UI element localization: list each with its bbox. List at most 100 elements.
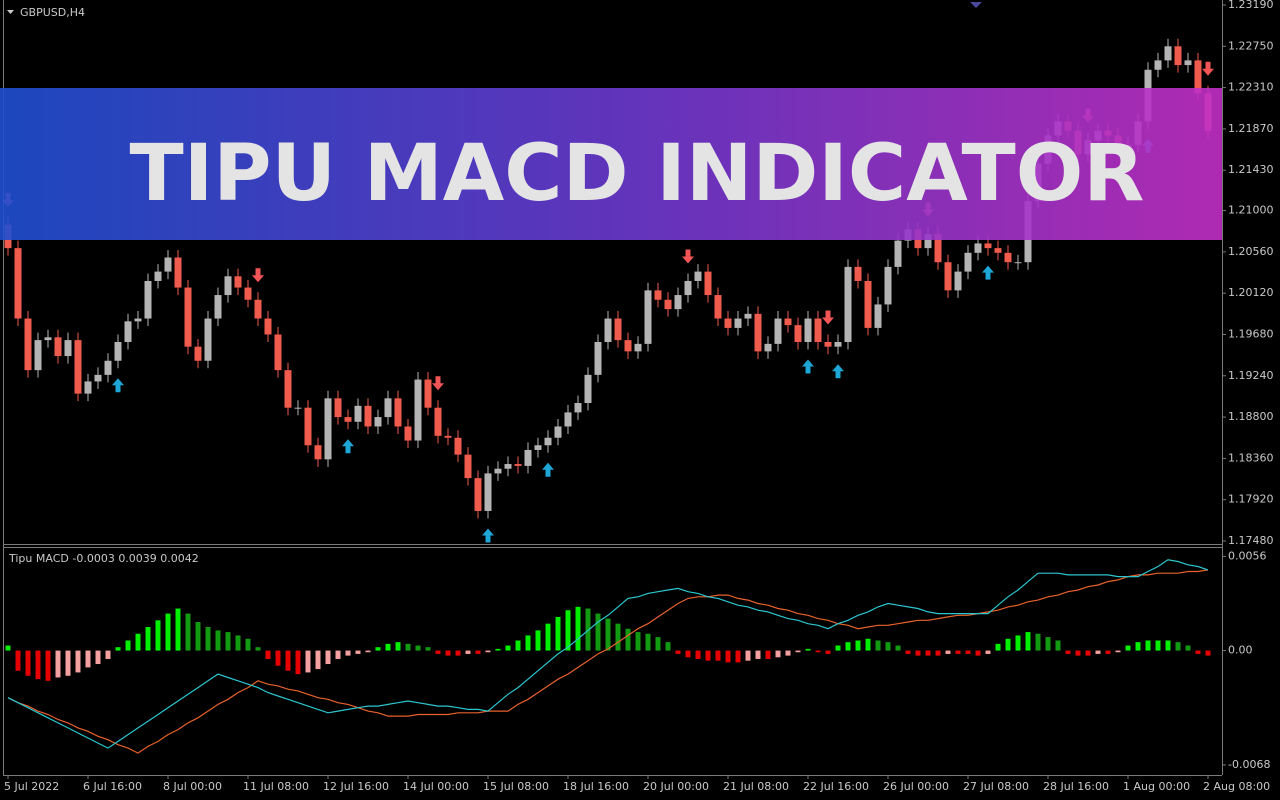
candle-body [984, 243, 992, 249]
candle-body [924, 234, 932, 249]
histogram-bar [1105, 650, 1111, 654]
buy-arrow [832, 364, 844, 379]
histogram-bar [435, 650, 441, 654]
histogram-bar [335, 650, 341, 659]
histogram-bar [75, 650, 81, 673]
candle-body [134, 318, 142, 322]
candle-body [344, 417, 352, 422]
candle-body [84, 381, 92, 394]
candle-body [934, 234, 942, 263]
symbol-title: GBPUSD,H4 [20, 6, 85, 19]
histogram-bar [465, 650, 471, 654]
candle-body [864, 280, 872, 328]
histogram-bar [1185, 645, 1191, 651]
candle-body [814, 318, 822, 342]
histogram-bar [1065, 650, 1071, 654]
candle-body [154, 271, 162, 281]
candle-body [724, 318, 732, 328]
histogram-bar [825, 650, 831, 654]
candle-body [824, 341, 832, 347]
candle-body [894, 240, 902, 267]
candle-body [614, 318, 622, 341]
x-tick-label: 8 Jul 00:00 [163, 780, 222, 793]
x-tick-label: 15 Jul 08:00 [483, 780, 549, 793]
x-tick-label: 20 Jul 00:00 [643, 780, 709, 793]
shift-marker [970, 2, 982, 8]
candle-body [354, 405, 362, 422]
candle-body [594, 341, 602, 375]
y-tick-label: 1.23190 [1228, 0, 1274, 11]
candle-body [804, 318, 812, 342]
histogram-bar [305, 650, 311, 673]
candle-body [874, 304, 882, 328]
candle-body [404, 426, 412, 441]
candle-body [704, 271, 712, 296]
candle-body [774, 318, 782, 344]
candle-body [124, 321, 132, 342]
histogram-bar [375, 647, 381, 651]
histogram-bar [385, 643, 391, 651]
histogram-bar [1015, 635, 1021, 651]
histogram-bar [395, 642, 401, 651]
candle-body [94, 374, 102, 382]
histogram-bar [815, 650, 821, 653]
y-tick-label: 1.21870 [1228, 122, 1274, 135]
symbol-menu-icon[interactable] [7, 10, 14, 14]
candle-body [274, 334, 282, 371]
histogram-bar [855, 640, 861, 651]
histogram-bar [1075, 650, 1081, 656]
candle-body [14, 248, 22, 319]
x-tick-label: 12 Jul 16:00 [323, 780, 389, 793]
candle-body [844, 266, 852, 342]
candle-body [304, 407, 312, 446]
candle-body [244, 287, 252, 300]
histogram-bar [985, 650, 991, 654]
histogram-bar [535, 630, 541, 651]
candle-body [314, 445, 322, 460]
histogram-bar [355, 650, 361, 654]
buy-arrow [802, 359, 814, 374]
histogram-bar [1045, 637, 1051, 651]
candle-body [714, 295, 722, 319]
histogram-bar [565, 610, 571, 651]
candle-body [784, 318, 792, 326]
candle-body [744, 313, 752, 319]
candle-body [514, 464, 522, 466]
x-tick-label: 27 Jul 08:00 [963, 780, 1029, 793]
histogram-bar [735, 650, 741, 663]
x-tick-label: 14 Jul 00:00 [403, 780, 469, 793]
histogram-bar [835, 645, 841, 651]
candle-body [214, 295, 222, 319]
histogram-bar [1195, 650, 1201, 654]
candle-body [634, 343, 642, 352]
histogram-bar [935, 650, 941, 656]
histogram-bar [135, 633, 141, 651]
candle-body [604, 318, 612, 342]
candle-body [644, 290, 652, 344]
candle-body [454, 437, 462, 455]
y-tick-label: 1.19680 [1228, 327, 1274, 340]
candle-body [734, 318, 742, 328]
candle-body [1154, 60, 1162, 70]
histogram-bar [795, 650, 801, 653]
candle-body [264, 318, 272, 335]
histogram-bar [445, 650, 451, 656]
x-tick-label: 26 Jul 00:00 [883, 780, 949, 793]
sell-arrow [822, 310, 834, 325]
candle-body [174, 257, 182, 288]
candle-body [74, 340, 82, 394]
candle-body [254, 299, 262, 319]
histogram-bar [5, 645, 11, 651]
histogram-bar [175, 608, 181, 651]
y-tick-label: 0.0056 [1228, 549, 1267, 562]
histogram-bar [1175, 642, 1181, 651]
candle-body [24, 318, 32, 371]
candle-body [1014, 262, 1022, 264]
histogram-bar [805, 648, 811, 651]
histogram-bar [865, 638, 871, 651]
histogram-bar [125, 640, 131, 651]
histogram-bar [295, 650, 301, 675]
candle-body [184, 287, 192, 347]
histogram-bar [15, 650, 21, 671]
candle-body [144, 280, 152, 319]
